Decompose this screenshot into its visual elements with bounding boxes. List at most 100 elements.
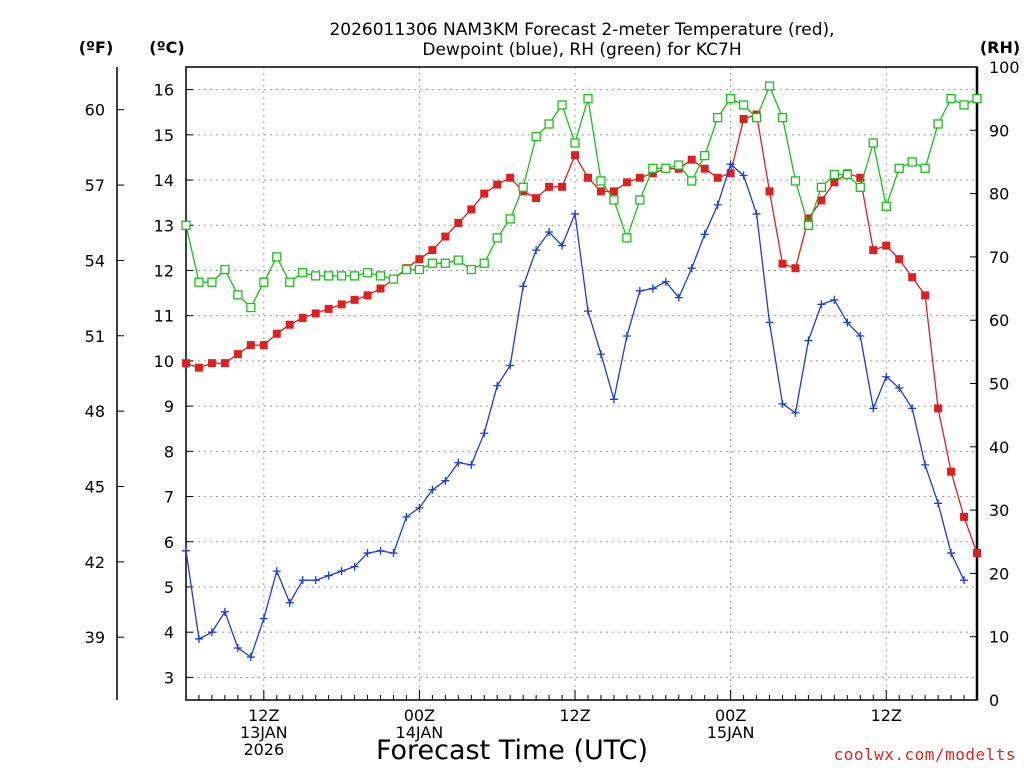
- dewpoint-point: [960, 576, 969, 585]
- x-tick-label: 00Z: [715, 706, 746, 725]
- temperature-point: [493, 180, 502, 189]
- plot-frame: [185, 66, 978, 701]
- rh-point: [622, 233, 632, 243]
- dewpoint-point: [182, 546, 190, 555]
- rh-point: [790, 176, 801, 186]
- x-tick-label: 14JAN: [396, 723, 444, 742]
- temperature-point: [376, 284, 385, 293]
- dewpoint-point: [246, 653, 255, 662]
- celsius-tick-label: 7: [164, 488, 174, 507]
- temperature-point: [648, 169, 657, 178]
- rh-tick-label: 70: [989, 248, 1009, 267]
- fahrenheit-axis-unit: (ºF): [79, 38, 114, 57]
- temperature-point: [324, 304, 333, 313]
- dewpoint-point: [558, 241, 567, 250]
- rh-point: [777, 112, 788, 123]
- rh-point: [401, 264, 412, 275]
- rh-point: [440, 258, 450, 268]
- rh-point: [349, 271, 360, 281]
- rh-point: [518, 182, 528, 192]
- rh-point: [427, 258, 438, 268]
- rh-point: [972, 94, 982, 104]
- x-tick-label: 00Z: [404, 706, 435, 725]
- rh-point: [453, 255, 463, 265]
- temperature-point: [259, 341, 268, 350]
- gridlines: [186, 67, 977, 700]
- x-tick-label: 12Z: [248, 706, 279, 725]
- rh-point: [907, 157, 917, 167]
- rh-point: [414, 264, 425, 275]
- dewpoint-point: [921, 460, 930, 469]
- dewpoint-point: [596, 350, 605, 359]
- dewpoint-point: [389, 549, 398, 558]
- temperature-point: [272, 329, 281, 338]
- dewpoint-point: [285, 598, 294, 607]
- rh-point: [544, 119, 554, 129]
- temperature-point: [960, 512, 969, 521]
- dewpoint-point: [402, 512, 411, 521]
- dewpoint-point: [350, 562, 359, 571]
- rh-point: [466, 264, 476, 275]
- temperature-point: [363, 291, 372, 300]
- dewpoint-point: [571, 209, 580, 218]
- rh-point: [738, 100, 749, 110]
- temperature-point: [609, 187, 618, 196]
- dewpoint-point: [895, 384, 904, 393]
- temperature-point: [207, 359, 216, 368]
- fahrenheit-tick-label: 57: [85, 176, 105, 195]
- dewpoint-point: [467, 460, 476, 469]
- chart-title-line1: 2026011306 NAM3KM Forecast 2-meter Tempe…: [329, 20, 834, 40]
- rh-tick-label: 10: [989, 628, 1009, 647]
- axes: 3456789101112131415163942454851545760010…: [85, 58, 1020, 759]
- chart-title-line2: Dewpoint (blue), RH (green) for KC7H: [422, 40, 741, 60]
- temperature-point: [700, 164, 709, 173]
- fahrenheit-tick-label: 42: [85, 553, 105, 572]
- celsius-tick-label: 3: [164, 668, 174, 687]
- x-tick-label: 12Z: [871, 706, 902, 725]
- rh-point: [700, 150, 710, 161]
- dewpoint-point: [843, 318, 852, 327]
- dewpoint-point: [869, 404, 878, 413]
- dewpoint-point: [337, 567, 346, 576]
- temperature-point: [739, 114, 748, 123]
- rh-point: [323, 271, 334, 281]
- rh-point: [492, 233, 502, 243]
- temperature-point: [350, 295, 359, 304]
- dewpoint-point: [882, 372, 891, 381]
- dewpoint-point: [830, 295, 839, 304]
- dewpoint-point: [324, 571, 333, 580]
- dewpoint-point: [609, 395, 618, 404]
- rh-point: [505, 214, 515, 224]
- fahrenheit-tick-label: 54: [85, 251, 105, 270]
- temperature-point: [726, 169, 735, 178]
- temperature-point: [830, 178, 839, 187]
- temperature-point: [337, 300, 346, 309]
- x-tick-label: 12Z: [559, 706, 590, 725]
- celsius-tick-label: 10: [154, 352, 174, 371]
- temperature-point: [882, 241, 891, 250]
- celsius-tick-label: 9: [164, 397, 174, 416]
- temperature-point: [441, 232, 450, 241]
- rh-point: [285, 277, 295, 287]
- rh-point: [829, 169, 840, 180]
- rh-point: [894, 163, 904, 173]
- rh-tick-label: 0: [989, 691, 999, 710]
- dewpoint-point: [207, 628, 216, 637]
- rh-tick-label: 40: [989, 438, 1009, 457]
- temperature-point: [194, 363, 203, 372]
- rh-tick-label: 50: [989, 375, 1009, 394]
- temperature-point: [947, 467, 956, 476]
- dewpoint-point: [583, 307, 592, 316]
- rh-point: [751, 112, 762, 123]
- celsius-tick-label: 13: [154, 216, 174, 235]
- temperature-point: [869, 246, 878, 255]
- celsius-tick-label: 5: [164, 578, 174, 597]
- rh-point: [920, 163, 930, 173]
- rh-point: [220, 264, 230, 275]
- temperature-point: [921, 291, 930, 300]
- dewpoint-point: [298, 576, 307, 585]
- rh-point: [233, 290, 243, 300]
- rh-point: [479, 258, 489, 268]
- source-credit: coolwx.com/modelts: [834, 745, 1016, 764]
